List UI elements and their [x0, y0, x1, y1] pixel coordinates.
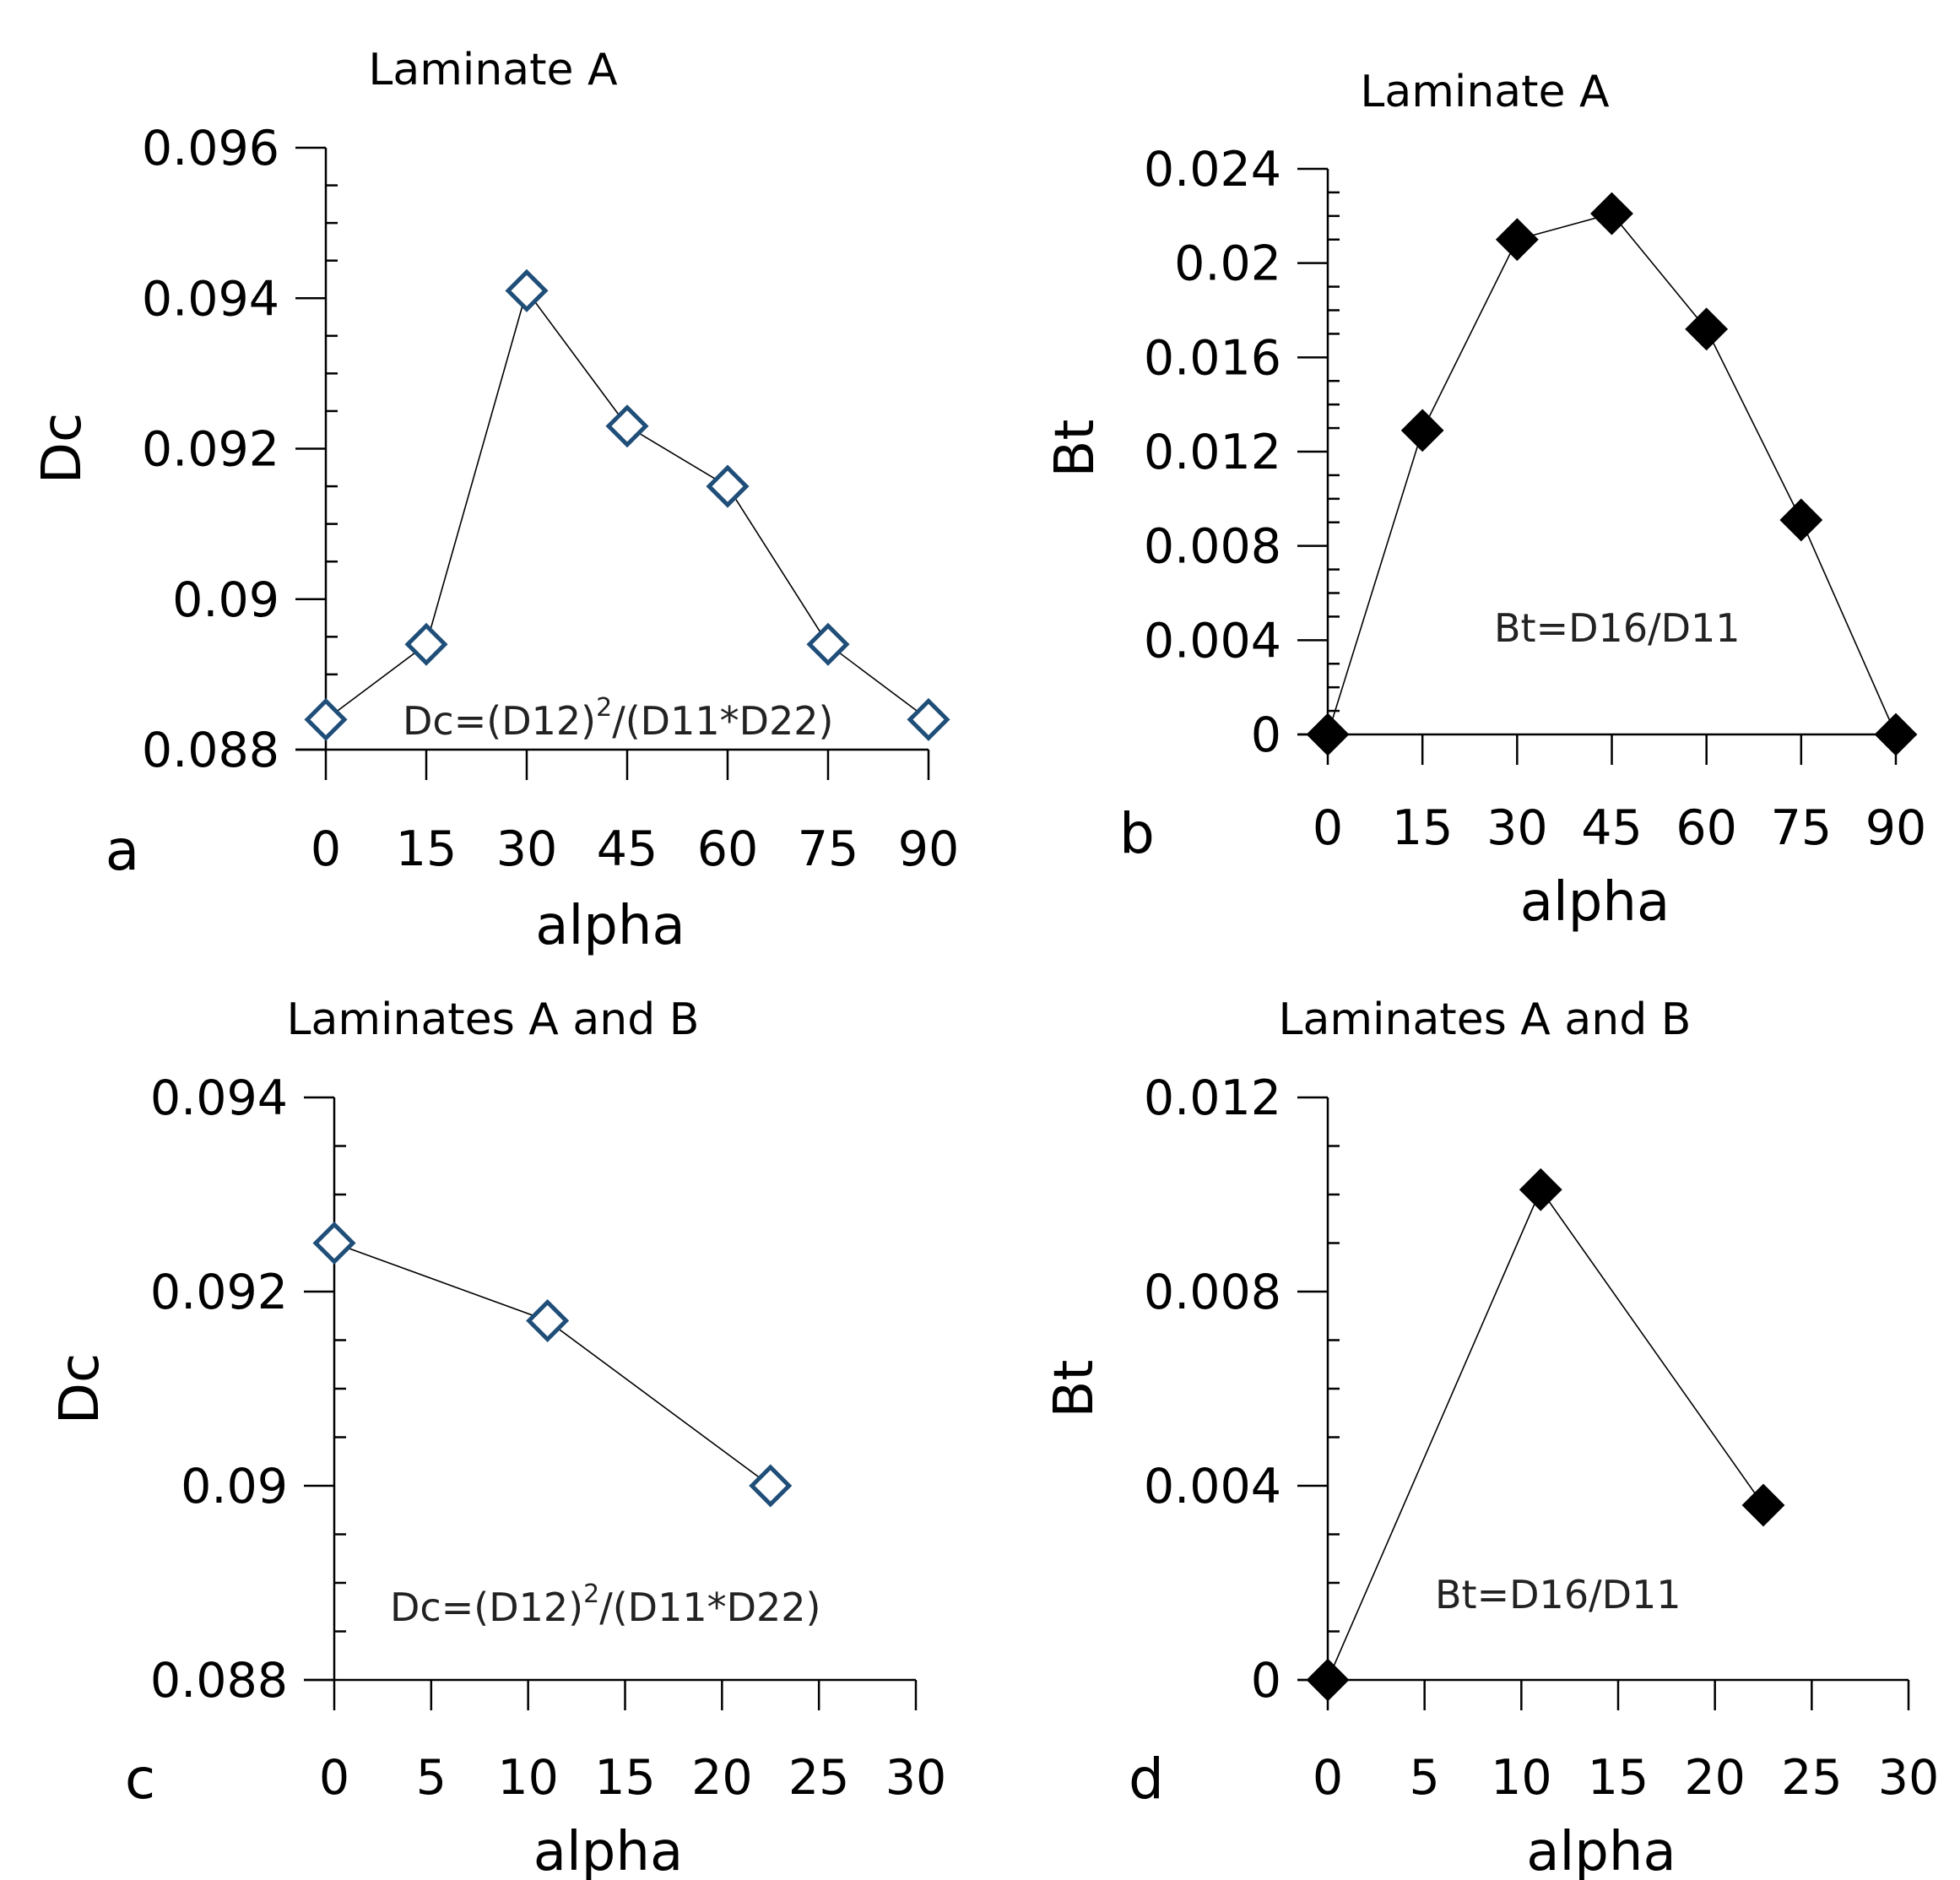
- data-point-marker: [706, 464, 750, 508]
- y-tick-label: 0.09: [181, 1459, 288, 1514]
- x-axis-title: alpha: [1520, 871, 1670, 934]
- panel-letter: a: [106, 818, 139, 883]
- y-tick-label: 0.02: [1174, 236, 1281, 292]
- x-tick-label: 0: [1313, 800, 1343, 856]
- chart-panel-a: Laminate A 0.088 0.09 0.092 0.094 0.096 0 15 30 4…: [31, 45, 959, 957]
- data-point-marker: [404, 622, 448, 666]
- data-point-marker: [1306, 712, 1350, 756]
- series-line: [1327, 213, 1897, 735]
- panel-letter: c: [125, 1747, 155, 1812]
- x-tick-label: 25: [788, 1750, 850, 1806]
- x-tick-label: 15: [1392, 800, 1454, 856]
- data-point-marker: [1519, 1168, 1562, 1211]
- x-tick-label: 30: [885, 1750, 947, 1806]
- data-point-marker: [1874, 712, 1918, 756]
- data-point-marker: [605, 404, 649, 448]
- y-tick-label: 0.004: [1144, 1459, 1281, 1514]
- x-tick-label: 90: [1865, 800, 1927, 856]
- panel-letter: b: [1119, 801, 1155, 866]
- y-tick-label: 0.004: [1144, 613, 1281, 669]
- x-axis-title: alpha: [533, 1821, 683, 1880]
- x-tick-label: 30: [1878, 1750, 1940, 1806]
- data-point-marker: [1685, 307, 1729, 351]
- data-point-marker: [505, 268, 549, 312]
- y-tick-label: 0.094: [150, 1070, 288, 1126]
- y-tick-label: 0.088: [142, 723, 279, 778]
- y-axis-title: Dc: [31, 413, 94, 484]
- x-tick-label: 15: [396, 821, 458, 877]
- x-tick-label: 5: [1410, 1750, 1440, 1806]
- x-tick-label: 0: [319, 1750, 349, 1806]
- x-tick-label: 60: [1676, 800, 1737, 856]
- x-tick-label: 75: [798, 821, 859, 877]
- x-tick-label: 45: [1581, 800, 1643, 856]
- y-tick-label: 0.09: [172, 572, 279, 628]
- y-tick-label: 0.012: [1144, 1070, 1281, 1126]
- x-tick-label: 0: [1313, 1750, 1343, 1806]
- chart-title: Laminate A: [1360, 67, 1610, 117]
- data-point-marker: [1741, 1483, 1785, 1527]
- data-point-marker: [1495, 218, 1539, 262]
- formula-annotation: Dc=(D12)2/(D11*D22): [403, 693, 834, 744]
- data-point-marker: [806, 622, 850, 666]
- y-tick-label: 0.092: [150, 1265, 288, 1320]
- chart-panel-c: Laminates A and B 0.088 0.09 0.092 0.094 0 5 10…: [49, 994, 946, 1880]
- y-tick-label: 0.008: [1144, 1265, 1281, 1320]
- formula-annotation: Dc=(D12)2/(D11*D22): [390, 1579, 821, 1630]
- y-tick-label: 0.024: [1144, 142, 1281, 198]
- y-tick-label: 0.092: [142, 422, 279, 478]
- y-tick-label: 0: [1251, 1653, 1281, 1709]
- series-line: [333, 1242, 772, 1487]
- y-tick-label: 0.094: [142, 271, 279, 327]
- x-tick-label: 0: [311, 821, 341, 877]
- x-tick-label: 20: [1684, 1750, 1746, 1806]
- chart-title: Laminates A and B: [1279, 994, 1692, 1045]
- x-tick-label: 15: [594, 1750, 656, 1806]
- formula-annotation: Bt=D16/D11: [1494, 605, 1741, 651]
- data-point-marker: [1400, 409, 1444, 452]
- x-tick-label: 15: [1588, 1750, 1649, 1806]
- y-tick-label: 0.012: [1144, 425, 1281, 480]
- x-tick-label: 30: [1486, 800, 1548, 856]
- chart-title: Laminates A and B: [287, 994, 700, 1045]
- chart-title: Laminate A: [368, 45, 618, 95]
- chart-panel-b: Laminate A 0 0.004 0.008 0.012 0.016 0.02 0.024…: [1044, 67, 1926, 934]
- data-point-marker: [312, 1221, 356, 1265]
- y-tick-label: 0: [1251, 707, 1281, 763]
- chart-panel-d: Laminates A and B 0 0.004 0.008 0.012 0 5 10 15 2…: [1043, 994, 1939, 1880]
- y-tick-label: 0.096: [142, 121, 279, 176]
- x-tick-label: 10: [1491, 1750, 1552, 1806]
- data-point-marker: [1306, 1658, 1350, 1702]
- y-tick-label: 0.016: [1144, 330, 1281, 386]
- x-tick-label: 75: [1771, 800, 1833, 856]
- panel-letter: d: [1129, 1747, 1164, 1812]
- x-tick-label: 25: [1781, 1750, 1843, 1806]
- x-tick-label: 20: [691, 1750, 753, 1806]
- x-tick-label: 90: [898, 821, 960, 877]
- y-tick-label: 0.088: [150, 1653, 288, 1709]
- x-tick-label: 5: [416, 1750, 447, 1806]
- y-axis-title: Bt: [1043, 1360, 1106, 1418]
- data-point-marker: [526, 1298, 570, 1343]
- x-axis-title: alpha: [535, 895, 685, 957]
- x-tick-label: 30: [496, 821, 558, 877]
- x-tick-label: 10: [497, 1750, 559, 1806]
- formula-annotation: Bt=D16/D11: [1435, 1572, 1681, 1617]
- data-point-marker: [907, 697, 950, 741]
- y-tick-label: 0.008: [1144, 519, 1281, 575]
- y-axis-title: Bt: [1044, 420, 1107, 478]
- data-point-marker: [1590, 192, 1633, 236]
- data-point-marker: [749, 1464, 793, 1508]
- x-axis-title: alpha: [1526, 1821, 1676, 1880]
- x-tick-label: 45: [597, 821, 658, 877]
- y-axis-title: Dc: [49, 1353, 111, 1424]
- data-point-marker: [1779, 498, 1823, 542]
- x-tick-label: 60: [697, 821, 759, 877]
- data-point-marker: [304, 697, 348, 741]
